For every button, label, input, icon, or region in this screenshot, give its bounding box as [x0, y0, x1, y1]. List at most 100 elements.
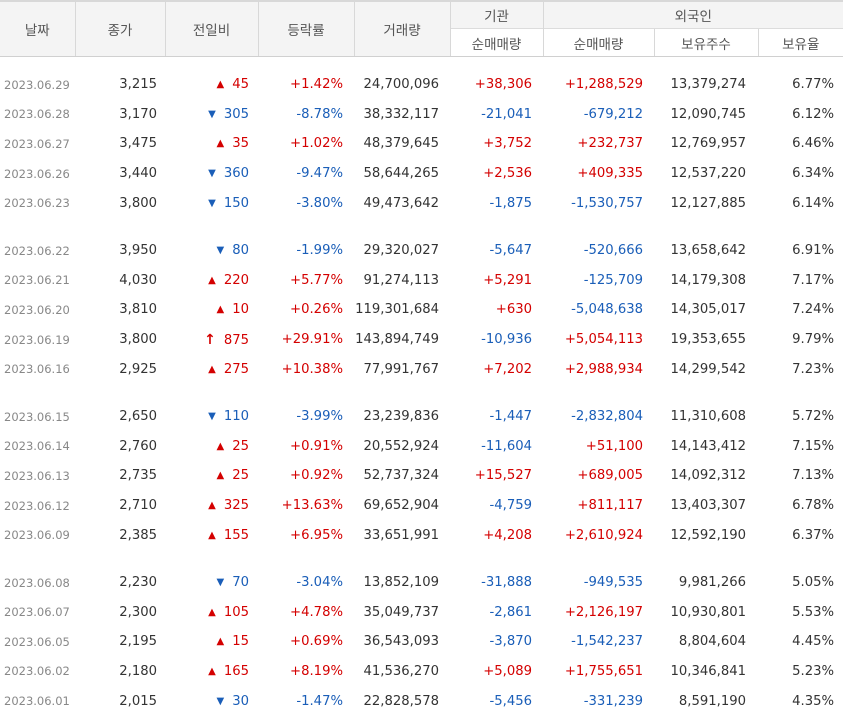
date-cell: 2023.06.12 [4, 498, 70, 513]
change-value: 10 [232, 302, 249, 318]
frgn-net-cell: +2,610,924 [564, 527, 643, 543]
close-cell: 2,230 [119, 575, 157, 591]
change-cell: ▼ 70 [165, 568, 258, 598]
group-spacer [0, 218, 843, 236]
close-cell: 3,215 [119, 77, 157, 93]
date-cell: 2023.06.08 [4, 575, 70, 590]
date-cell: 2023.06.22 [4, 243, 70, 258]
holdings-cell: 12,127,885 [670, 195, 746, 211]
change-cell: ▼ 305 [165, 100, 258, 130]
change-value: 105 [223, 604, 249, 620]
hold-ratio-cell: 5.23% [792, 663, 835, 679]
header-date: 날짜 [0, 0, 75, 57]
close-cell: 2,300 [119, 604, 157, 620]
frgn-net-cell: +232,737 [577, 136, 643, 152]
change-value: 15 [232, 634, 249, 650]
header-hold-ratio: 보유율 [757, 28, 843, 57]
rate-cell: +1.42% [290, 77, 343, 93]
hold-ratio-cell: 4.45% [792, 634, 835, 650]
inst-net-cell: -10,936 [481, 332, 532, 348]
hold-ratio-cell: 7.17% [792, 272, 835, 288]
table-row: 2023.06.29 3,215 ▲ 45 +1.42% 24,700,096 +38,30… [0, 70, 843, 100]
holdings-cell: 8,591,190 [678, 693, 746, 709]
holdings-cell: 12,090,745 [670, 106, 746, 122]
frgn-net-cell: -5,048,638 [571, 302, 643, 318]
date-cell: 2023.06.01 [4, 694, 70, 709]
up-triangle-icon: ▲ [208, 500, 216, 512]
change-value: 220 [223, 272, 249, 288]
change-value: 360 [223, 166, 249, 182]
hold-ratio-cell: 4.35% [792, 693, 835, 709]
inst-net-cell: -5,456 [489, 693, 532, 709]
rate-cell: +4.78% [290, 604, 343, 620]
rate-cell: +0.26% [290, 302, 343, 318]
rate-cell: -3.99% [296, 409, 343, 425]
down-triangle-icon: ▼ [208, 108, 216, 120]
up-triangle-icon: ▲ [216, 138, 225, 150]
up-triangle-icon: ▲ [216, 440, 225, 452]
volume-cell: 143,894,749 [355, 332, 439, 348]
close-cell: 3,475 [119, 136, 157, 152]
table-row: 2023.06.13 2,735 ▲ 25 +0.92% 52,737,324 +15,52… [0, 461, 843, 491]
holdings-cell: 12,769,957 [670, 136, 746, 152]
change-value: 275 [223, 361, 249, 377]
change-value: 305 [223, 106, 249, 122]
frgn-net-cell: +689,005 [577, 468, 643, 484]
volume-cell: 33,651,991 [363, 527, 439, 543]
frgn-net-cell: +1,288,529 [564, 77, 643, 93]
date-cell: 2023.06.15 [4, 409, 70, 424]
frgn-net-cell: +5,054,113 [564, 332, 643, 348]
down-triangle-icon: ▼ [208, 411, 216, 423]
holdings-cell: 9,981,266 [678, 575, 746, 591]
frgn-net-cell: -125,709 [583, 272, 643, 288]
inst-net-cell: +4,208 [483, 527, 532, 543]
inst-net-cell: -5,647 [489, 243, 532, 259]
down-triangle-icon: ▼ [216, 245, 225, 257]
volume-cell: 29,320,027 [363, 243, 439, 259]
change-value: 45 [232, 77, 249, 93]
change-cell: ▼ 150 [165, 188, 258, 218]
hold-ratio-cell: 5.72% [792, 409, 835, 425]
frgn-net-cell: -2,832,804 [571, 409, 643, 425]
volume-cell: 77,991,767 [363, 361, 439, 377]
date-cell: 2023.06.29 [4, 77, 70, 92]
table-body: 2023.06.29 3,215 ▲ 45 +1.42% 24,700,096 +38,30… [0, 57, 843, 716]
rate-cell: -3.04% [296, 575, 343, 591]
hold-ratio-cell: 7.24% [792, 302, 835, 318]
rate-cell: +13.63% [281, 498, 343, 514]
rate-cell: +6.95% [290, 527, 343, 543]
close-cell: 4,030 [119, 272, 157, 288]
frgn-net-cell: +51,100 [585, 438, 643, 454]
inst-net-cell: -3,870 [489, 634, 532, 650]
up-triangle-icon: ▲ [216, 636, 225, 648]
frgn-net-cell: -679,212 [583, 106, 643, 122]
volume-cell: 69,652,904 [363, 498, 439, 514]
change-cell: ▲ 15 [165, 627, 258, 657]
close-cell: 2,385 [119, 527, 157, 543]
hold-ratio-cell: 5.05% [792, 575, 835, 591]
inst-net-cell: +2,536 [483, 166, 532, 182]
close-cell: 3,800 [119, 195, 157, 211]
inst-net-cell: +630 [495, 302, 532, 318]
volume-cell: 22,828,578 [363, 693, 439, 709]
inst-net-cell: +5,089 [483, 663, 532, 679]
hold-ratio-cell: 6.46% [792, 136, 835, 152]
close-cell: 2,710 [119, 498, 157, 514]
change-value: 70 [232, 575, 249, 591]
change-value: 150 [223, 195, 249, 211]
close-cell: 3,800 [119, 332, 157, 348]
rate-cell: -1.47% [296, 693, 343, 709]
header-change: 전일비 [164, 0, 258, 57]
volume-cell: 13,852,109 [363, 575, 439, 591]
holdings-cell: 8,804,604 [678, 634, 746, 650]
inst-net-cell: -4,759 [489, 498, 532, 514]
table-row: 2023.06.26 3,440 ▼ 360 -9.47% 58,644,265 +2,53… [0, 159, 843, 189]
close-cell: 2,195 [119, 634, 157, 650]
holdings-cell: 11,310,608 [670, 409, 746, 425]
hold-ratio-cell: 6.37% [792, 527, 835, 543]
rate-cell: -8.78% [296, 106, 343, 122]
rate-cell: +0.92% [290, 468, 343, 484]
close-cell: 2,180 [119, 663, 157, 679]
group-spacer [0, 550, 843, 568]
inst-net-cell: +38,306 [474, 77, 532, 93]
